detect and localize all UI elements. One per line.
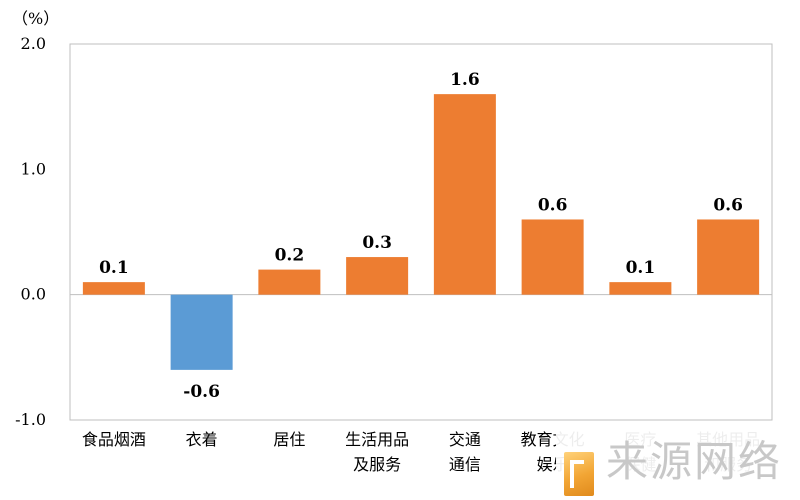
data-label: 0.6: [713, 195, 743, 215]
x-tick-label: 生活用品: [345, 430, 409, 449]
y-tick-label: 1.0: [21, 159, 46, 178]
plot-frame: [69, 43, 773, 421]
watermark-text: 来源网络: [606, 437, 783, 486]
bar: [170, 294, 233, 370]
bar: [521, 219, 584, 295]
x-tick-label: 居住: [273, 430, 305, 449]
y-axis-unit-label: （%）: [12, 9, 59, 28]
bar: [609, 282, 672, 295]
data-label: 1.6: [450, 70, 480, 90]
y-tick-label: -1.0: [15, 410, 46, 429]
data-label: 0.3: [362, 233, 392, 253]
x-tick-label: 交通: [449, 430, 481, 449]
data-label: 0.1: [99, 258, 129, 278]
bar: [82, 282, 145, 295]
bar: [258, 269, 321, 295]
bar: [346, 257, 409, 295]
data-label: 0.6: [538, 195, 568, 215]
x-tick-label: 通信: [449, 455, 481, 474]
y-tick-label: 0.0: [21, 285, 46, 304]
bar: [433, 94, 496, 295]
watermark-logo-icon: [564, 452, 594, 496]
data-label: 0.1: [626, 258, 656, 278]
x-tick-label: 衣着: [186, 430, 218, 449]
data-label: -0.6: [183, 382, 220, 402]
bar: [697, 219, 760, 295]
x-tick-label: 及服务: [353, 455, 401, 474]
watermark-background: [556, 427, 800, 500]
data-label: 0.2: [275, 246, 305, 266]
x-tick-label: 食品烟酒: [82, 430, 146, 449]
y-tick-label: 2.0: [21, 34, 46, 53]
